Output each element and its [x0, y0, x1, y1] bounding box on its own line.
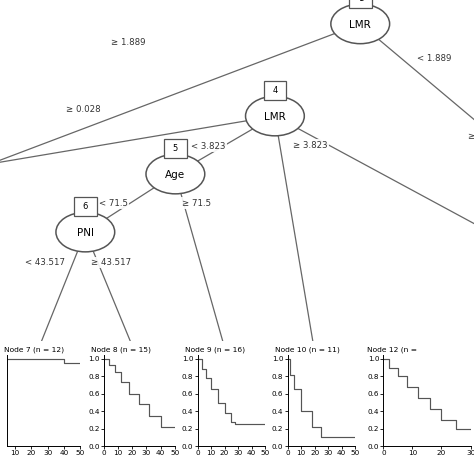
- FancyBboxPatch shape: [164, 139, 187, 158]
- FancyBboxPatch shape: [349, 0, 372, 8]
- Text: ≥ 1.889: ≥ 1.889: [111, 38, 145, 47]
- Text: ≥ 3.823: ≥ 3.823: [293, 141, 328, 149]
- Text: Node 12 (n =: Node 12 (n =: [367, 346, 417, 353]
- FancyBboxPatch shape: [74, 197, 97, 216]
- Text: PNI: PNI: [77, 228, 94, 238]
- FancyBboxPatch shape: [264, 81, 286, 100]
- Text: 6: 6: [82, 202, 88, 211]
- Text: 1: 1: [357, 0, 363, 3]
- Text: Node 9 (n = 16): Node 9 (n = 16): [185, 346, 245, 353]
- Text: < 1.889: < 1.889: [417, 54, 451, 63]
- Ellipse shape: [56, 212, 115, 252]
- Text: Node 7 (n = 12): Node 7 (n = 12): [4, 346, 64, 353]
- Text: 5: 5: [173, 144, 178, 153]
- Text: ≥: ≥: [467, 132, 474, 141]
- Text: < 43.517: < 43.517: [25, 258, 65, 267]
- Text: Age: Age: [165, 171, 185, 181]
- Text: LMR: LMR: [349, 20, 371, 30]
- Text: Node 10 (n = 11): Node 10 (n = 11): [275, 346, 340, 353]
- Text: 4: 4: [272, 86, 278, 95]
- Text: ≥ 0.028: ≥ 0.028: [65, 105, 100, 114]
- Text: < 71.5: < 71.5: [99, 199, 128, 208]
- Text: ≥ 43.517: ≥ 43.517: [91, 258, 131, 267]
- Text: LMR: LMR: [264, 112, 286, 122]
- Text: < 3.823: < 3.823: [191, 142, 226, 151]
- Ellipse shape: [331, 4, 390, 44]
- Ellipse shape: [246, 96, 304, 136]
- Ellipse shape: [146, 154, 205, 194]
- Text: ≥ 71.5: ≥ 71.5: [182, 199, 211, 208]
- Text: Node 8 (n = 15): Node 8 (n = 15): [91, 346, 151, 353]
